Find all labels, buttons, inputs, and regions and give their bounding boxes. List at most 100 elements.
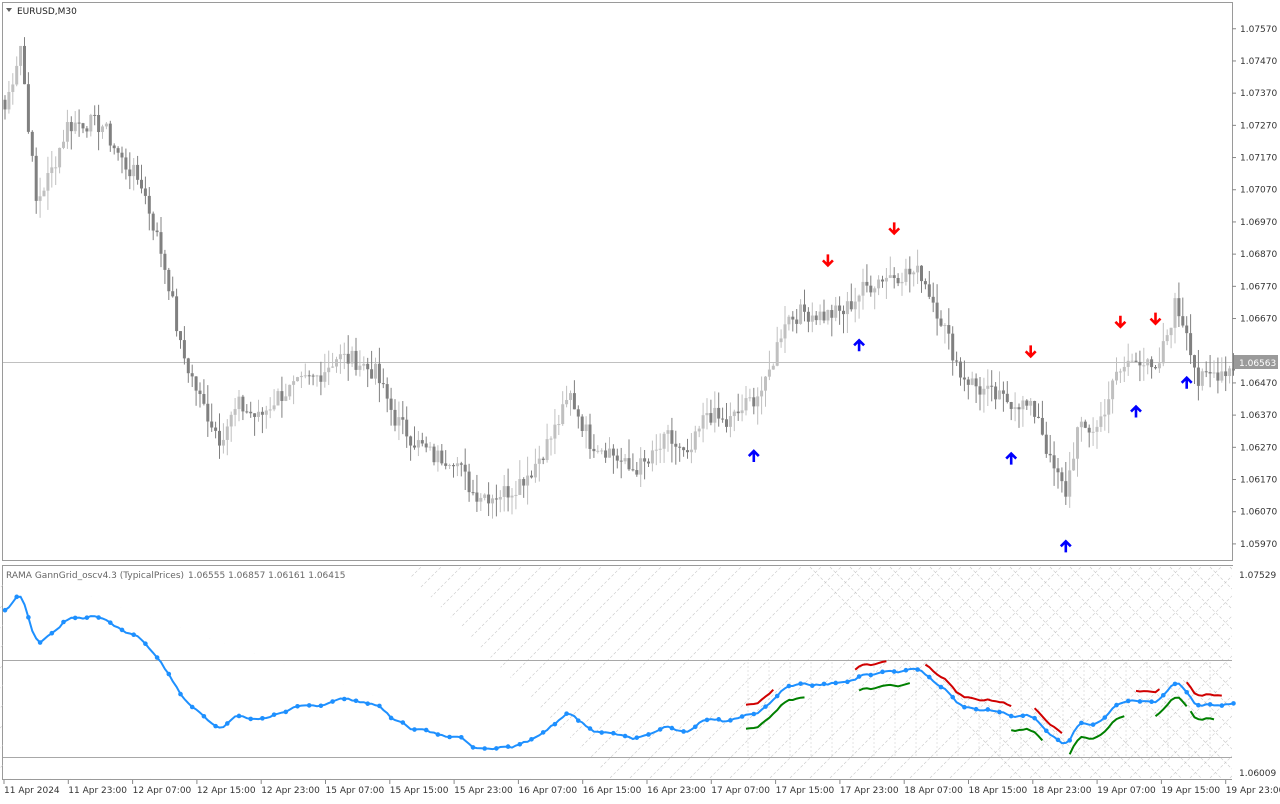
candle-body (1224, 371, 1228, 377)
osc-axis-top: 1.07529 (1239, 571, 1276, 581)
oscillator-point (2, 607, 8, 613)
time-tick-label: 15 Apr 15:00 (390, 786, 449, 796)
price-axis: 1.07570 1.07470 1.07370 1.07270 1.07170 1.070… (1232, 25, 1277, 550)
candle-body (725, 419, 728, 427)
candle-body (791, 316, 795, 320)
oscillator-point (950, 694, 955, 700)
indicator-values-label: 1.06555 1.06857 1.06161 1.06415 (188, 571, 345, 581)
candle-body (257, 411, 260, 417)
candle-body (26, 84, 30, 132)
candle-body (760, 390, 764, 397)
candle-body (845, 301, 849, 315)
oscillator-point (997, 709, 1002, 715)
oscillator-point (96, 615, 101, 620)
candle-body (354, 350, 358, 370)
candles-group (3, 37, 1235, 519)
candle-body (806, 311, 810, 322)
indicator-name-label: RAMA GannGrid_oscv4.3 (TypicalPrices) (6, 571, 184, 581)
candle-body (974, 378, 978, 387)
oscillator-point (599, 730, 604, 735)
oscillator-point (786, 683, 792, 689)
candle-body (1048, 453, 1052, 456)
candle-body (600, 450, 604, 452)
candle-body (561, 404, 565, 425)
main-price-panel[interactable] (2, 2, 1233, 561)
oscillator-point (26, 615, 31, 620)
time-tick-label: 18 Apr 07:00 (904, 786, 963, 796)
candle-body (1001, 390, 1005, 394)
candle-body (908, 268, 912, 275)
candle-body (147, 195, 151, 214)
chevron-down-icon[interactable] (6, 8, 12, 12)
price-tick-label: 1.07470 (1240, 57, 1277, 67)
candle-body (674, 443, 678, 447)
candle-body (483, 494, 487, 498)
candle-body (245, 411, 249, 413)
oscillator-point (1172, 681, 1178, 687)
time-axis: 11 Apr 2024 11 Apr 23:00 12 Apr 07:00 12 Ap… (3, 780, 1280, 796)
oscillator-point (225, 721, 230, 726)
candle-body (206, 403, 210, 422)
candle-body (7, 91, 11, 110)
candle-body (69, 122, 73, 132)
candle-body (34, 155, 38, 201)
candle-body (448, 465, 452, 467)
oscillator-point (915, 667, 920, 672)
oscillator-point (119, 627, 125, 633)
candle-body (775, 342, 779, 366)
oscillator-point (1044, 728, 1049, 734)
candle-body (1079, 421, 1083, 428)
candle-body (85, 128, 89, 132)
candle-body (233, 409, 237, 415)
candle-body (799, 304, 803, 324)
candle-body (693, 431, 697, 450)
candle-body (350, 350, 354, 364)
oscillator-point (412, 727, 417, 732)
candle-body (1165, 335, 1169, 342)
candle-body (194, 376, 198, 391)
candle-body (327, 367, 331, 373)
candle-body (163, 253, 167, 270)
candle-body (654, 449, 658, 451)
candle-body (1216, 372, 1220, 381)
candle-body (440, 450, 444, 464)
candle-body (260, 411, 264, 415)
oscillator-point (1079, 720, 1084, 726)
candle-body (93, 114, 97, 116)
candle-body (292, 381, 296, 385)
candle-body (374, 363, 377, 379)
osc-axis-bottom: 1.06009 (1239, 769, 1276, 779)
candle-body (1013, 407, 1017, 409)
candle-body (409, 436, 413, 446)
oscillator-point (388, 715, 394, 721)
time-tick-label: 15 Apr 07:00 (326, 786, 385, 796)
oscillator-point (1008, 713, 1014, 719)
candle-body (30, 131, 34, 156)
candle-body (397, 417, 401, 426)
oscillator-point (751, 711, 757, 717)
time-tick-label: 16 Apr 07:00 (518, 786, 577, 796)
oscillator-point (435, 732, 441, 737)
candle-body (416, 440, 420, 448)
candle-body (849, 301, 853, 310)
candle-body (104, 123, 108, 127)
candle-body (272, 405, 276, 410)
candle-body (296, 377, 299, 382)
oscillator-point (306, 703, 312, 708)
candle-body (175, 296, 179, 332)
candle-body (1161, 341, 1165, 364)
candle-body (962, 377, 966, 380)
candle-body (420, 440, 424, 444)
candle-body (1118, 371, 1122, 373)
candle-body (530, 475, 533, 478)
time-tick-label: 12 Apr 23:00 (261, 786, 320, 796)
candle-body (549, 438, 553, 440)
oscillator-point (564, 711, 569, 716)
current-price-tag: 1.06563 (1234, 355, 1278, 369)
oscillator-point (14, 594, 19, 600)
candle-body (643, 458, 647, 462)
candle-body (288, 384, 292, 397)
time-tick-label: 19 Apr 15:00 (1161, 786, 1220, 796)
